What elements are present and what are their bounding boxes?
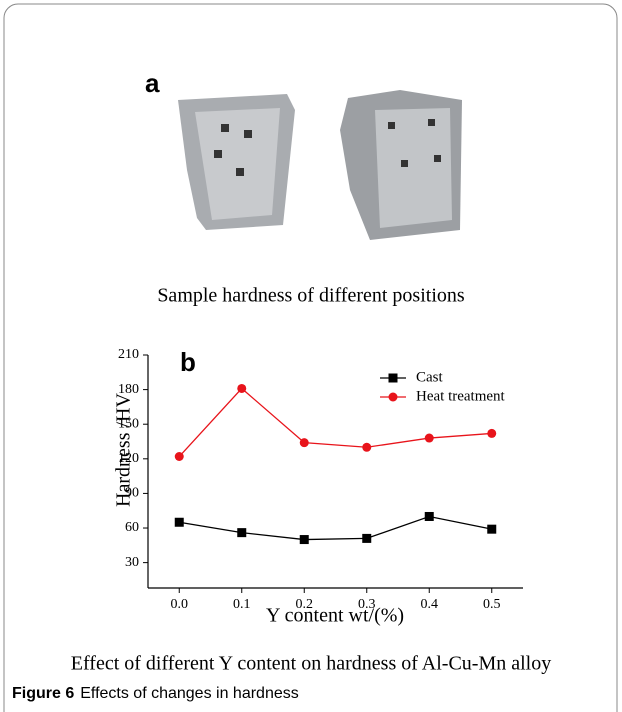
point: [299, 535, 309, 545]
series-line: [178, 387, 492, 457]
series-line: [179, 515, 492, 541]
y-tick-label: 60: [125, 520, 139, 535]
legend-label: Cast: [416, 369, 444, 385]
x-tick-label: 0.0: [171, 597, 189, 612]
x-axis-label: Y content wt/(%): [266, 605, 404, 627]
panel-label: a: [145, 68, 160, 98]
sample-photo: [178, 90, 462, 240]
point: [174, 517, 184, 527]
legend-label: Heat treatment: [416, 388, 506, 404]
point: [237, 383, 247, 393]
y-axis-label: Hardness /HV: [113, 393, 135, 507]
x-tick-label: 0.1: [233, 597, 251, 612]
figure-label: Figure 6: [12, 685, 74, 702]
chart-caption: Effect of different Y content on hardnes…: [71, 653, 551, 675]
y-tick-label: 210: [118, 347, 139, 362]
point: [362, 533, 372, 543]
figure-text: Effects of changes in hardness: [80, 685, 299, 702]
y-tick-label: 30: [125, 555, 139, 570]
y-tick-label: 120: [118, 451, 139, 466]
legend-marker: [388, 392, 398, 402]
figure-caption: Figure 6 Effects of changes in hardness: [12, 685, 299, 702]
card: [3, 3, 618, 712]
x-tick-label: 0.3: [358, 597, 376, 612]
point: [424, 511, 434, 521]
point: [362, 442, 372, 452]
point: [487, 524, 497, 534]
point: [237, 528, 247, 538]
x-tick-label: 0.2: [296, 597, 314, 612]
point: [299, 438, 309, 448]
y-tick-label: 90: [125, 486, 139, 501]
x-tick-label: 0.4: [421, 597, 439, 612]
point: [487, 428, 497, 438]
panel-label: b: [180, 347, 196, 377]
y-tick-label: 180: [118, 382, 139, 397]
legend-marker: [388, 373, 398, 383]
point: [174, 452, 184, 462]
point: [424, 433, 434, 443]
y-tick-label: 150: [118, 416, 139, 431]
panel-caption: Sample hardness of different positions: [157, 285, 465, 307]
x-tick-label: 0.5: [483, 597, 501, 612]
